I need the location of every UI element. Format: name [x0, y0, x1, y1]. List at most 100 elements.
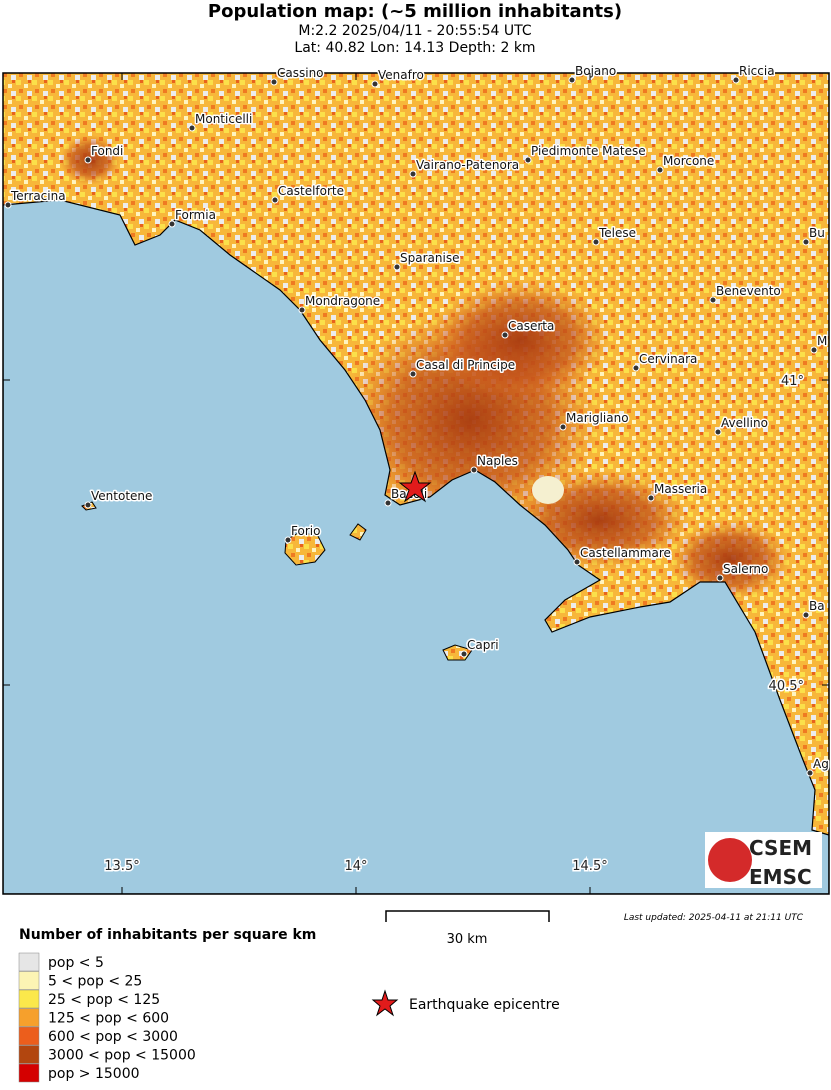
legend-label: 5 < pop < 25: [48, 974, 142, 990]
city-dot: [592, 238, 600, 246]
city-dot: [384, 499, 392, 507]
urban-area: [430, 280, 610, 400]
city-dot: [806, 769, 814, 777]
city-label: Benevento: [716, 284, 781, 298]
city-dot: [460, 650, 468, 658]
city-label: Avellino: [721, 416, 768, 430]
urban-area: [670, 520, 790, 600]
city-dot: [559, 423, 567, 431]
lon-label: 14°: [344, 859, 367, 874]
legend-label: pop > 15000: [48, 1066, 140, 1082]
scale-bar: [385, 910, 550, 922]
lon-label: 14.5°: [572, 859, 607, 874]
legend-swatch: [18, 1026, 40, 1046]
legend-label: 3000 < pop < 15000: [48, 1048, 196, 1064]
subtitle: Lat: 40.82 Lon: 14.13 Depth: 2 km: [294, 40, 535, 56]
legend-swatch: [18, 989, 40, 1009]
vesuvius: [532, 476, 564, 504]
city-dot: [802, 238, 810, 246]
city-dot: [298, 306, 306, 314]
city-label: Capri: [467, 638, 499, 652]
map: [3, 73, 829, 894]
city-dot: [656, 166, 664, 174]
city-dot: [284, 536, 292, 544]
city-dot: [714, 428, 722, 436]
city-dot: [716, 574, 724, 582]
city-label: Castelforte: [278, 184, 344, 198]
city-label: Forio: [291, 524, 320, 538]
lat-label: 41°: [781, 374, 804, 389]
city-label: Naples: [477, 454, 518, 468]
legend-swatch: [18, 952, 40, 972]
city-dot: [573, 558, 581, 566]
city-label: Fondi: [91, 144, 123, 158]
map-frame: [2, 72, 830, 895]
sea: [3, 199, 829, 894]
city-label: Piedimonte Matese: [531, 144, 646, 158]
city-dot: [4, 201, 12, 209]
city-dot: [188, 124, 196, 132]
city-label: Bojano: [575, 64, 616, 78]
city-label: Masseria: [654, 482, 707, 496]
scale-label: 30 km: [447, 932, 488, 947]
city-label: Cervinara: [639, 352, 697, 366]
city-dot: [632, 364, 640, 372]
city-label: Bu: [809, 226, 825, 240]
city-label: Castellammare: [580, 546, 671, 560]
legend-star: [371, 989, 399, 1017]
city-dot: [470, 466, 478, 474]
city-label: Monticelli: [195, 112, 252, 126]
legend-label: 600 < pop < 3000: [48, 1029, 178, 1045]
city-dot: [271, 196, 279, 204]
city-label: Ba: [809, 599, 825, 613]
lat-label: 40.5°: [769, 679, 804, 694]
legend-title: Number of inhabitants per square km: [19, 927, 316, 943]
city-label: Terracina: [10, 189, 66, 203]
legend-swatch: [18, 971, 40, 990]
last-updated: Last updated: 2025-04-11 at 21:11 UTC: [624, 913, 804, 923]
city-label: Morcone: [663, 154, 714, 168]
cities: Cassino Venafro Bojano Riccia Monticelli Fond…: [4, 63, 830, 777]
city-label: Cassino: [277, 66, 324, 80]
city-label: Telese: [598, 226, 636, 240]
city-dot: [524, 156, 532, 164]
ticks: 13.5° 14° 14.5° 41° 40.5°: [3, 73, 829, 894]
city-label: Salerno: [723, 562, 768, 576]
city-label: Marigliano: [566, 411, 629, 425]
logo-globe: [708, 838, 752, 882]
logo-text: CSEM: [749, 836, 812, 860]
city-label: Vairano-Patenora: [416, 158, 519, 172]
city-dot: [709, 296, 717, 304]
legend: pop < 5 5 < pop < 25 25 < pop < 125 125 < p…: [18, 952, 196, 1083]
city-label: Mondragone: [305, 294, 380, 308]
lon-label: 13.5°: [104, 859, 139, 874]
city-dot: [802, 611, 810, 619]
city-label: Venafro: [378, 68, 424, 82]
legend-epicentre: Earthquake epicentre: [409, 997, 560, 1013]
legend-swatch: [18, 1063, 40, 1083]
city-dot: [270, 78, 278, 86]
subtitle: M:2.2 2025/04/11 - 20:55:54 UTC: [298, 23, 531, 39]
city-dot: [393, 263, 401, 271]
city-label: Riccia: [739, 64, 775, 78]
city-label: M: [817, 334, 827, 348]
city-label: Sparanise: [400, 251, 459, 265]
city-dot: [409, 370, 417, 378]
legend-swatch: [18, 1045, 40, 1064]
legend-label: 125 < pop < 600: [48, 1011, 169, 1027]
city-label: Formia: [175, 208, 216, 222]
city-dot: [84, 501, 92, 509]
city-label: Ag: [813, 757, 829, 771]
epicentre: [398, 470, 432, 503]
city-label: Casal di Principe: [416, 358, 515, 372]
city-label: Caserta: [508, 319, 554, 333]
city-label: Ventotene: [91, 489, 152, 503]
city-dot: [409, 170, 417, 178]
city-dot: [84, 156, 92, 164]
city-dot: [568, 76, 576, 84]
island: [284, 531, 326, 566]
city-dot: [732, 76, 740, 84]
city-dot: [501, 331, 509, 339]
city-dot: [647, 494, 655, 502]
